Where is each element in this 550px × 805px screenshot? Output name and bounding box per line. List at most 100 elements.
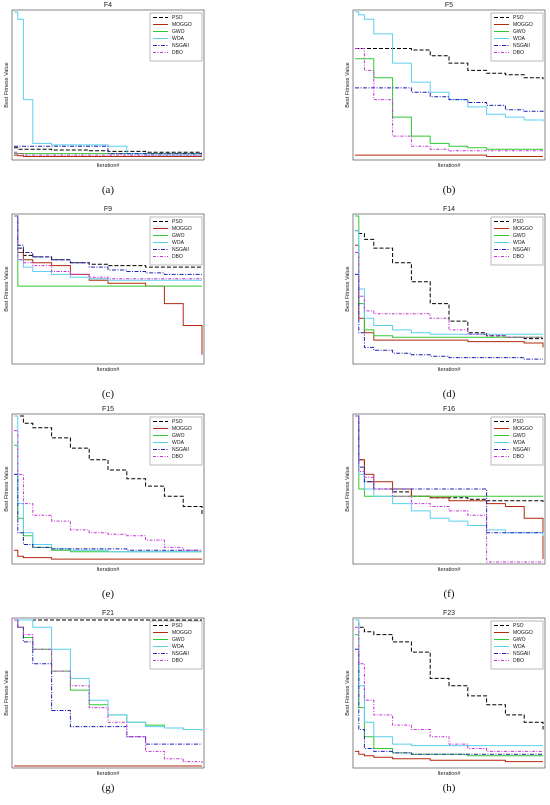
series-line-dbo [14, 215, 202, 280]
series-line-dbo [355, 626, 543, 752]
legend-label-nsgaii: NSGAII [172, 447, 189, 453]
legend-label-gwo: GWO [172, 233, 185, 239]
x-axis-label: Iteration# [97, 771, 121, 777]
legend-label-gwo: GWO [513, 433, 526, 439]
panel-caption: (g) [102, 782, 115, 794]
series-line-nsgaii [14, 215, 202, 275]
legend-label-nsgaii: NSGAII [513, 447, 530, 453]
legend-label-moggo: MOGGO [172, 426, 192, 432]
legend-label-woa: WOA [513, 644, 526, 650]
y-axis-label: Best Fitness Value [345, 670, 351, 715]
legend-label-woa: WOA [172, 240, 185, 246]
series-line-dbo [355, 48, 543, 152]
legend-label-gwo: GWO [513, 29, 526, 35]
legend-label-pso: PSO [513, 419, 524, 425]
legend-label-woa: WOA [513, 240, 526, 246]
y-axis-label: Best Fitness Value [4, 62, 10, 107]
x-axis-label: Iteration# [438, 771, 462, 777]
series-line-moggo [355, 154, 543, 157]
legend-label-woa: WOA [172, 644, 185, 650]
x-axis-label: Iteration# [97, 163, 121, 169]
legend-box [149, 216, 203, 266]
x-axis-label: Iteration# [438, 567, 462, 573]
legend-label-dbo: DBO [172, 454, 183, 460]
legend-box [149, 416, 203, 466]
series-line-nsgaii [355, 87, 544, 113]
panel-caption: (d) [443, 388, 456, 400]
legend-label-dbo: DBO [513, 454, 524, 460]
chart-panel-a: F4 Iteration# Best Fitness Value PSOMOGGOGW… [4, 2, 205, 196]
chart-panel-g: F21 Iteration# Best Fitness Value PSOMOGGOG… [4, 610, 205, 794]
legend-label-nsgaii: NSGAII [513, 247, 530, 253]
legend-label-dbo: DBO [513, 254, 524, 260]
series-line-dbo [355, 415, 543, 563]
legend-label-woa: WOA [513, 36, 526, 42]
legend-label-moggo: MOGGO [513, 226, 533, 232]
chart-title: F15 [102, 406, 114, 413]
legend-label-woa: WOA [172, 440, 185, 446]
series-line-pso [355, 48, 544, 80]
legend-label-moggo: MOGGO [172, 630, 192, 636]
y-axis-label: Best Fitness Value [345, 466, 351, 511]
legend-box [490, 12, 544, 62]
legend-box [490, 620, 544, 670]
legend-label-gwo: GWO [172, 433, 185, 439]
chart-panel-d: F14 Iteration# Best Fitness Value PSOMOGGOG… [345, 206, 546, 400]
series-line-nsgaii [14, 473, 202, 551]
series-line-nsgaii [355, 415, 543, 534]
series-line-dbo [355, 252, 543, 338]
x-axis-label: Iteration# [97, 367, 121, 373]
series-line-woa [355, 619, 543, 747]
chart-panel-f: F16 Iteration# Best Fitness Value PSOMOGGOG… [345, 406, 546, 600]
legend-label-moggo: MOGGO [513, 426, 533, 432]
legend-label-pso: PSO [172, 15, 183, 21]
series-line-gwo [355, 415, 543, 497]
series-line-gwo [355, 58, 543, 150]
legend-box [149, 620, 203, 670]
chart-title: F14 [443, 206, 455, 213]
legend-label-gwo: GWO [513, 233, 526, 239]
series-line-nsgaii [14, 145, 202, 155]
series-line-gwo [355, 215, 543, 338]
legend-label-woa: WOA [172, 36, 185, 42]
legend-label-pso: PSO [513, 15, 524, 21]
legend-label-pso: PSO [172, 419, 183, 425]
series-line-woa [355, 415, 544, 536]
legend-label-nsgaii: NSGAII [513, 651, 530, 657]
legend-label-gwo: GWO [172, 637, 185, 643]
series-line-nsgaii [355, 273, 543, 360]
legend-label-nsgaii: NSGAII [172, 247, 189, 253]
y-axis-label: Best Fitness Value [4, 266, 10, 311]
legend-box [490, 216, 544, 266]
y-axis-label: Best Fitness Value [4, 466, 10, 511]
series-line-dbo [14, 151, 202, 156]
legend-label-moggo: MOGGO [513, 22, 533, 28]
legend-label-gwo: GWO [513, 637, 526, 643]
series-line-moggo [355, 750, 543, 763]
chart-title: F5 [445, 2, 453, 9]
series-line-dbo [14, 430, 202, 551]
chart-panel-h: F23 Iteration# Best Fitness Value PSOMOGGOG… [345, 610, 546, 794]
legend-label-dbo: DBO [172, 254, 183, 260]
series-line-moggo [14, 549, 202, 560]
chart-title: F23 [443, 610, 455, 617]
panel-caption: (a) [102, 184, 115, 196]
legend-label-pso: PSO [172, 219, 183, 225]
chart-title: F16 [443, 406, 455, 413]
legend-label-dbo: DBO [513, 658, 524, 664]
legend-label-nsgaii: NSGAII [513, 43, 530, 49]
panel-caption: (f) [444, 588, 455, 600]
series-line-woa [355, 11, 544, 122]
panel-caption: (h) [443, 782, 456, 794]
legend-box [149, 12, 203, 62]
legend-label-moggo: MOGGO [513, 630, 533, 636]
legend-label-dbo: DBO [513, 50, 524, 56]
